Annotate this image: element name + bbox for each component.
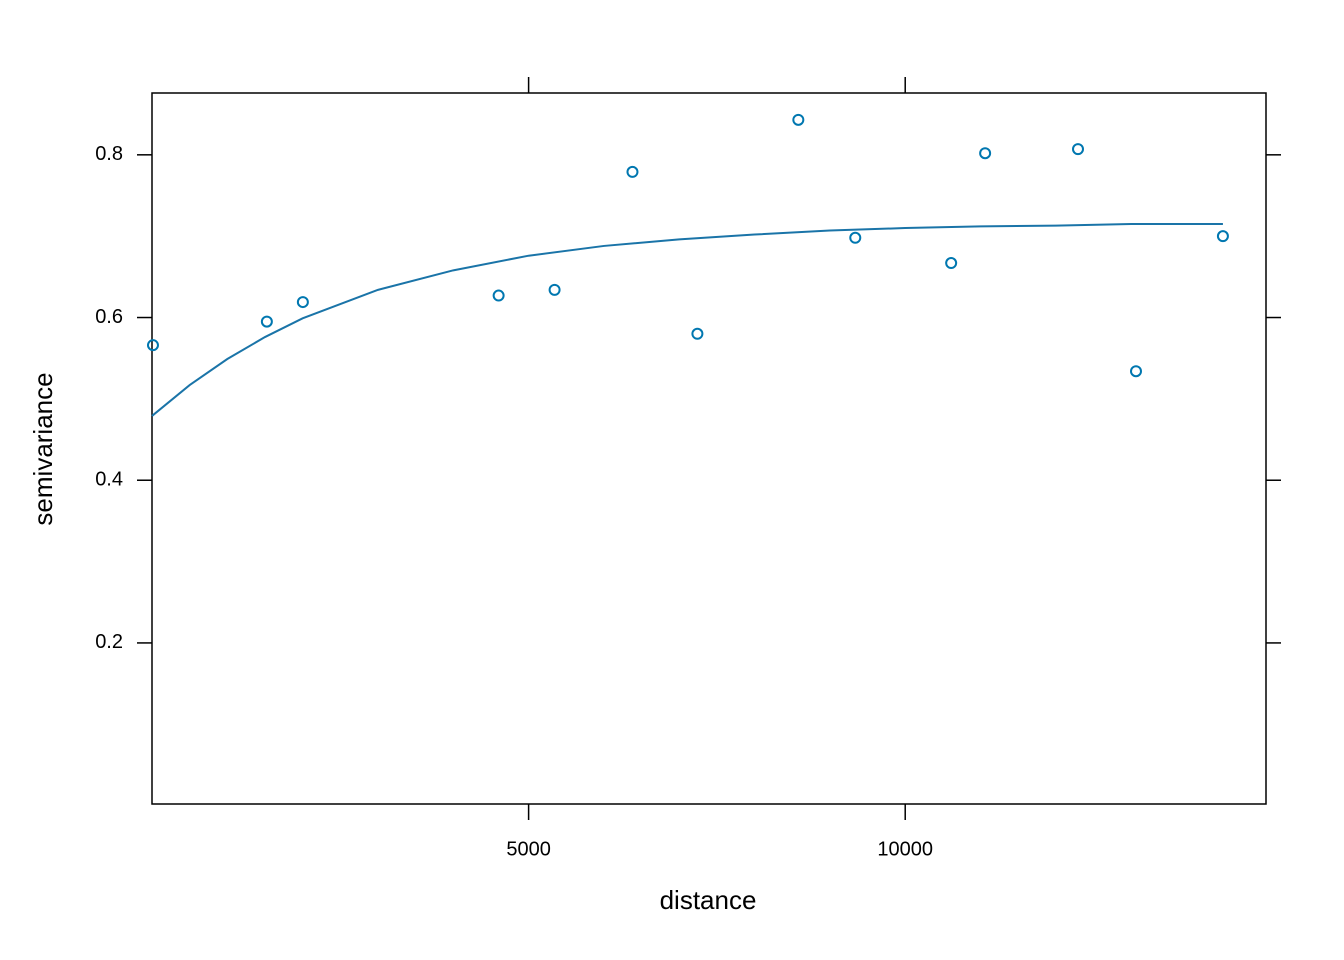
y-tick-label: 0.8 xyxy=(95,143,123,165)
y-tick-label: 0.2 xyxy=(95,631,123,653)
data-point xyxy=(260,315,273,328)
y-tick-label: 0.6 xyxy=(95,306,123,328)
data-point xyxy=(945,257,958,270)
y-axis-title: semivariance xyxy=(28,372,58,525)
data-point xyxy=(979,147,992,160)
data-point xyxy=(1129,365,1142,378)
data-point xyxy=(1216,230,1229,243)
data-point xyxy=(792,113,805,126)
x-axis-title: distance xyxy=(660,885,757,915)
data-point xyxy=(691,327,704,340)
data-point xyxy=(296,296,309,309)
data-point xyxy=(849,231,862,244)
y-tick-label: 0.4 xyxy=(95,469,123,491)
plot-frame xyxy=(151,92,1267,805)
data-point xyxy=(626,165,639,178)
model-line xyxy=(151,222,1223,417)
x-tick-label: 5000 xyxy=(506,838,551,860)
data-point xyxy=(146,339,159,352)
data-point xyxy=(1071,143,1084,156)
data-point xyxy=(492,289,505,302)
x-tick-label: 10000 xyxy=(877,838,933,860)
data-point xyxy=(548,283,561,296)
